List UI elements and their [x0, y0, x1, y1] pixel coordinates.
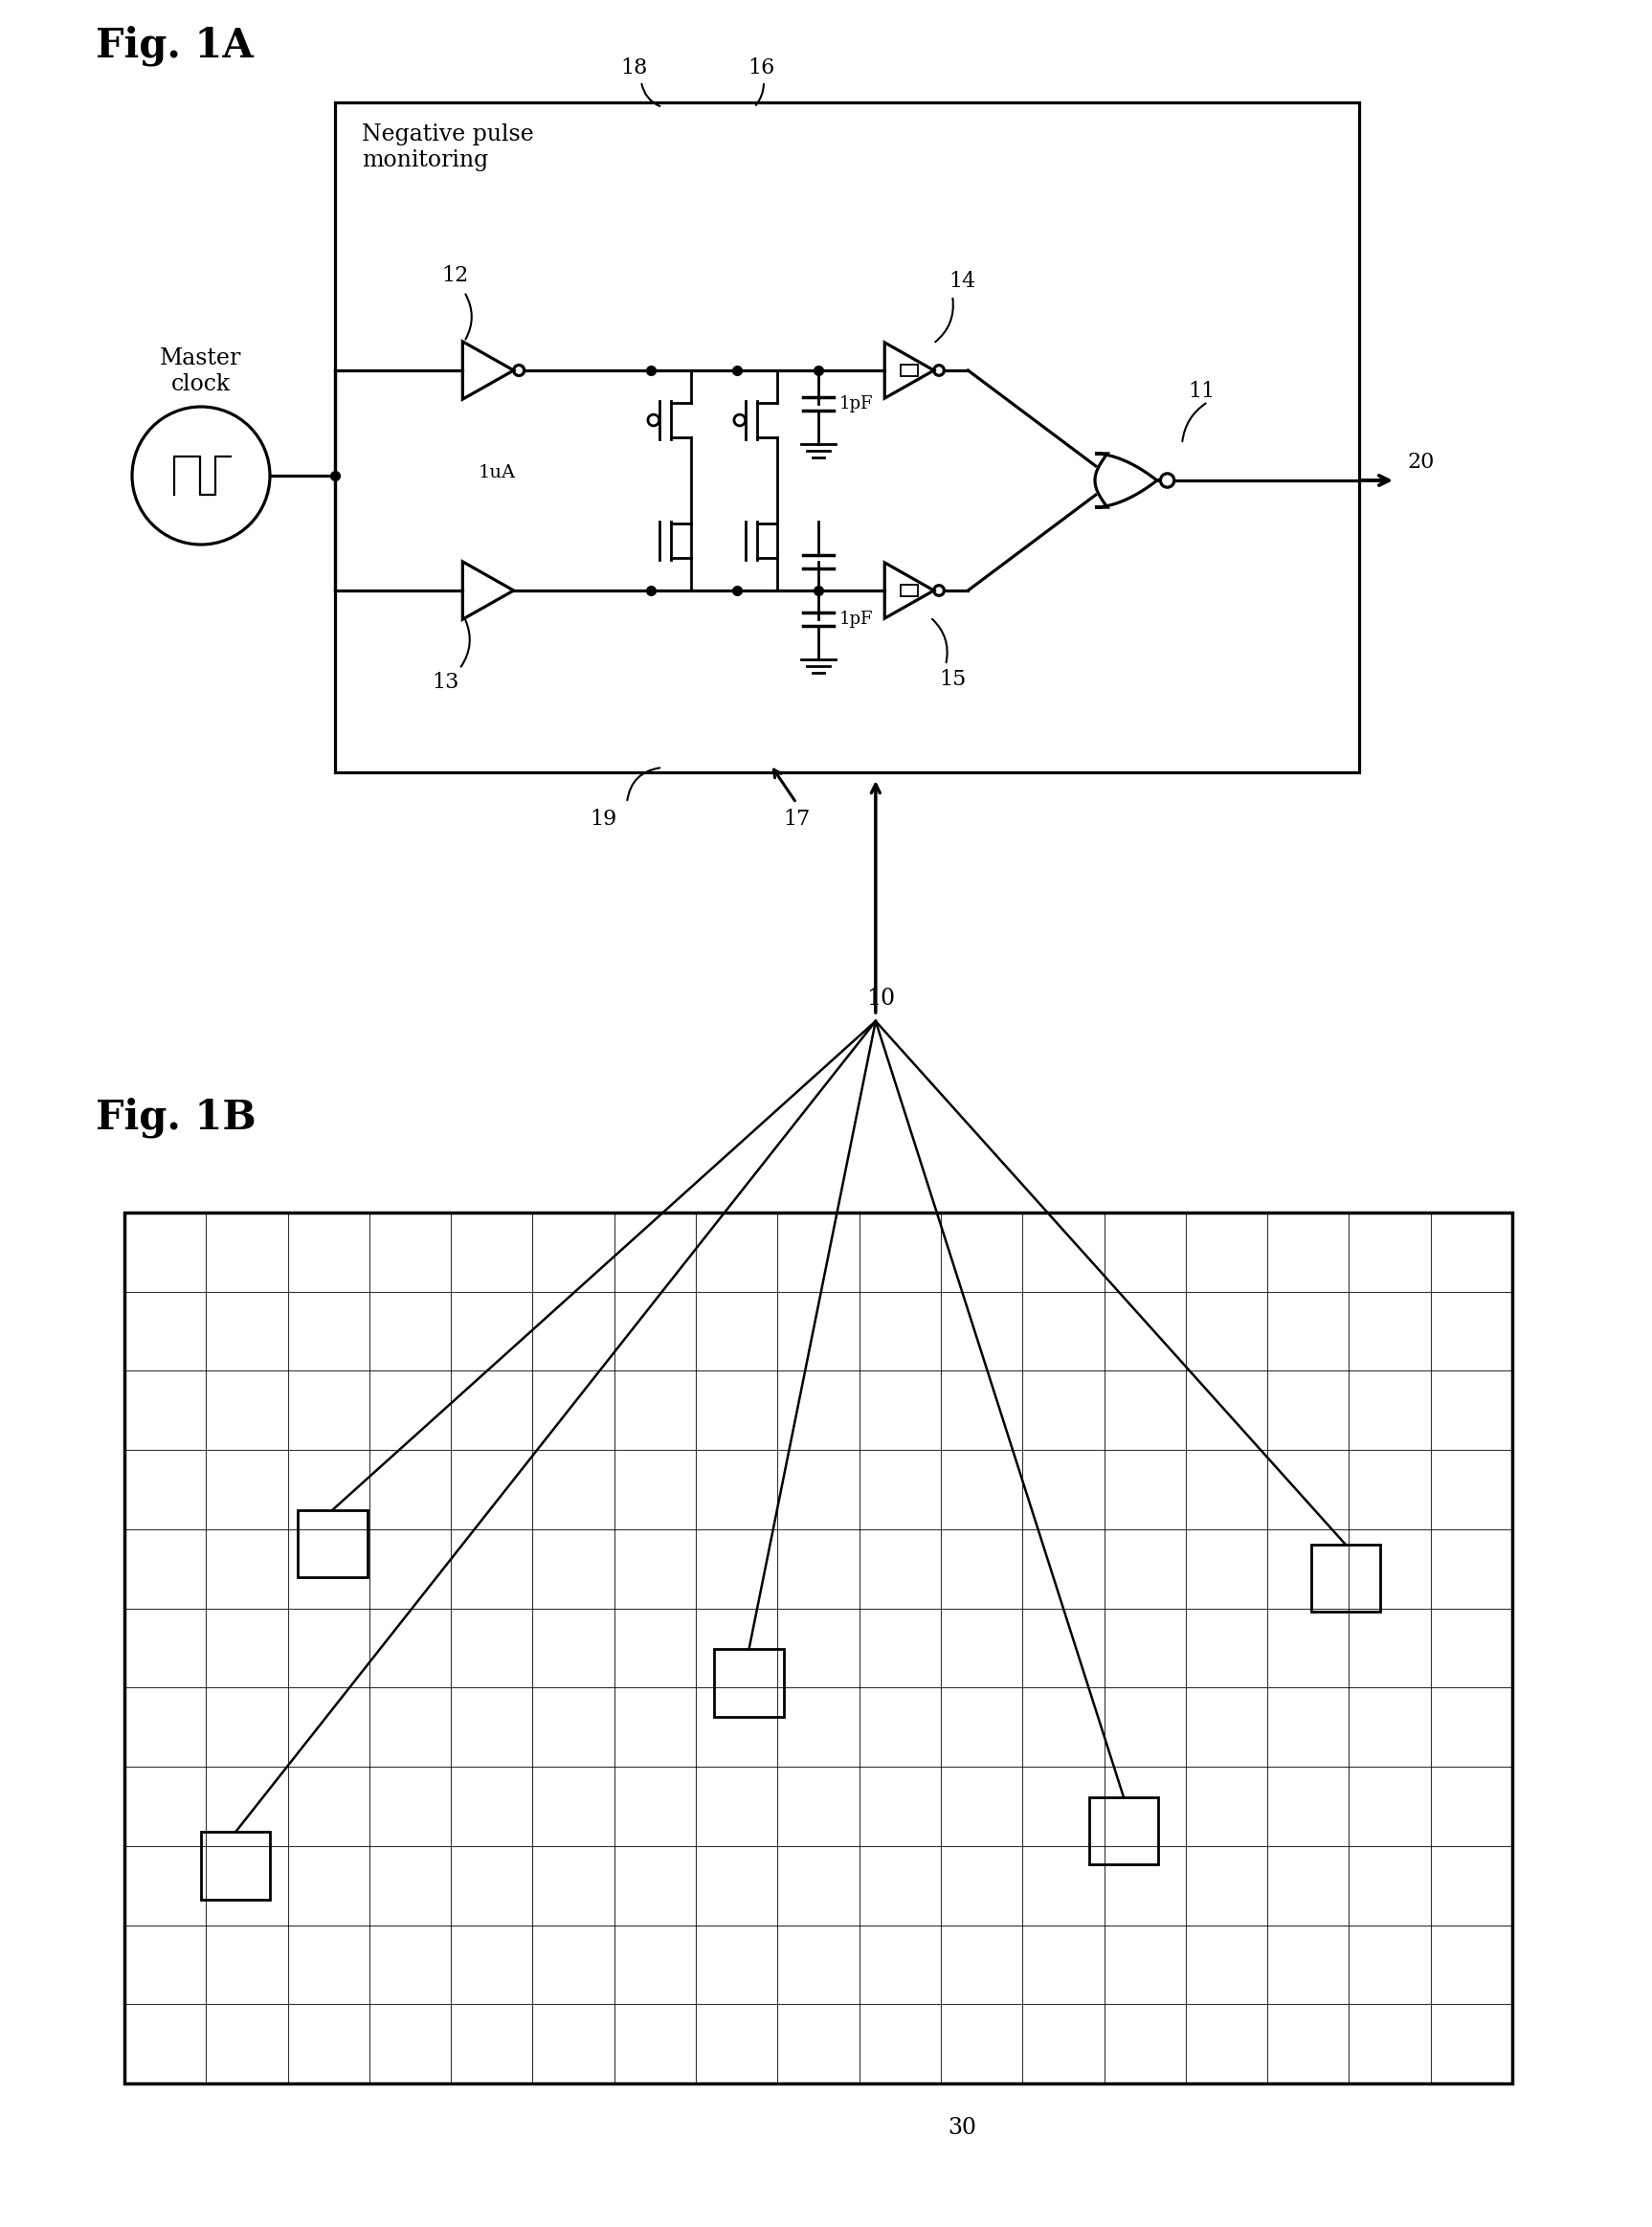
Text: 14: 14	[948, 272, 975, 292]
Text: 18: 18	[620, 58, 648, 78]
Text: Fig. 1A: Fig. 1A	[96, 27, 253, 67]
Bar	[1312, 1546, 1381, 1612]
Text: 19: 19	[590, 808, 616, 831]
Text: 16: 16	[747, 58, 775, 78]
Bar	[335, 102, 1360, 773]
Text: 11: 11	[1188, 381, 1214, 401]
Text: 12: 12	[441, 265, 468, 285]
Text: Fig. 1B: Fig. 1B	[96, 1098, 256, 1138]
Text: 1uA: 1uA	[479, 463, 515, 481]
Text: Master
clock: Master clock	[160, 347, 241, 394]
Bar	[714, 1650, 783, 1717]
Bar	[202, 1833, 271, 1900]
Bar	[900, 365, 919, 376]
Bar	[124, 1211, 1512, 2084]
Text: 17: 17	[783, 808, 809, 831]
Text: Negative pulse
monitoring: Negative pulse monitoring	[362, 122, 534, 171]
Bar	[1089, 1797, 1158, 1864]
Text: 30: 30	[948, 2118, 976, 2138]
Text: 1pF: 1pF	[839, 394, 874, 412]
Text: 13: 13	[431, 673, 459, 693]
Bar	[297, 1510, 367, 1577]
Text: 20: 20	[1408, 452, 1434, 472]
Text: 1pF: 1pF	[839, 610, 874, 628]
Text: 15: 15	[938, 668, 966, 690]
Text: 10: 10	[866, 987, 895, 1009]
Bar	[900, 586, 919, 597]
